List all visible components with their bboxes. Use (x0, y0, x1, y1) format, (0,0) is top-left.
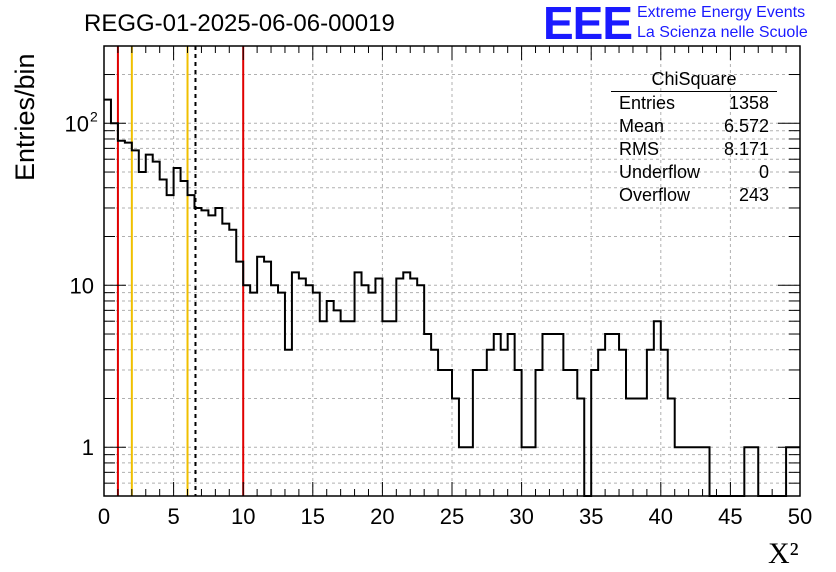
chart-title: REGG-01-2025-06-06-00019 (84, 10, 395, 37)
x-tick-label: 35 (579, 504, 603, 529)
y-tick-label: 10 (70, 273, 94, 298)
x-tick-label: 50 (788, 504, 812, 529)
stats-row-mean: Mean 6.572 (611, 115, 777, 138)
x-tick-label: 0 (98, 504, 110, 529)
y-tick-exponent: 2 (90, 108, 98, 124)
x-tick-label: 40 (649, 504, 673, 529)
stats-value: 1358 (728, 93, 769, 113)
stats-row-overflow: Overflow 243 (611, 184, 777, 207)
x-axis-label: X² (768, 537, 799, 570)
y-tick-label: 1 (82, 435, 94, 460)
stats-rows: Entries 1358 Mean 6.572 RMS 8.171 Underflow 0 Ov… (611, 92, 777, 207)
stats-label: Underflow (619, 162, 701, 182)
logo-line-2: La Scienza nelle Scuole (637, 24, 808, 41)
stats-label: Overflow (619, 185, 691, 205)
axis-ticks (103, 45, 801, 497)
stats-label: Mean (619, 116, 665, 136)
x-tick-label: 45 (718, 504, 742, 529)
stats-title: ChiSquare (611, 68, 777, 92)
x-tick-label: 10 (231, 504, 255, 529)
y-axis-label: Entries/bin (10, 53, 40, 181)
x-tick-label: 15 (301, 504, 325, 529)
histogram-line (104, 98, 800, 497)
stats-value: 0 (758, 162, 769, 182)
marker-lines (116, 46, 245, 496)
x-tick-label: 30 (509, 504, 533, 529)
logo-line-1: Extreme Energy Events (637, 4, 806, 21)
stats-label: RMS (619, 139, 659, 159)
stats-row-rms: RMS 8.171 (611, 138, 777, 161)
x-tick-label: 5 (167, 504, 179, 529)
stats-value: 243 (738, 185, 769, 205)
stats-row-entries: Entries 1358 (611, 92, 777, 115)
stats-label: Entries (619, 93, 676, 113)
eee-logo: EEE (543, 0, 633, 49)
x-tick-label: 20 (370, 504, 394, 529)
stats-row-underflow: Underflow 0 (611, 161, 777, 184)
stats-value: 6.572 (723, 116, 769, 136)
logo-caption: Extreme Energy Events La Scienza nelle S… (637, 3, 808, 43)
x-tick-labels: 0 5 10 15 20 25 30 35 40 45 50 (98, 504, 812, 529)
x-tick-label: 25 (440, 504, 464, 529)
y-tick-label: 10 (65, 111, 89, 136)
stats-box: ChiSquare Entries 1358 Mean 6.572 RMS 8.171 Un… (611, 68, 777, 207)
stats-value: 8.171 (723, 139, 769, 159)
